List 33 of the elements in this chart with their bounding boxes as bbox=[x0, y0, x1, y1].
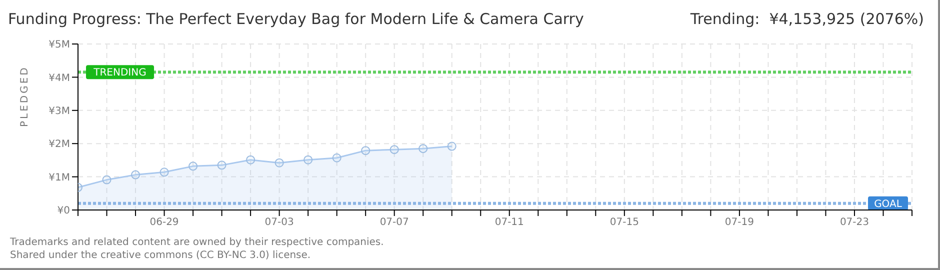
y-axis-title: PLEDGED bbox=[20, 66, 31, 127]
text: Shared under the creative commons (CC BY-NC 3.0) license. bbox=[10, 249, 312, 262]
y-tick-label: ¥1M bbox=[48, 172, 70, 184]
x-tick-label: 07-11 bbox=[494, 217, 524, 228]
x-tick-label: 07-07 bbox=[380, 217, 409, 228]
x-tick-label: 07-15 bbox=[610, 217, 639, 228]
y-tick-label: ¥2M bbox=[48, 139, 70, 150]
x-tick-label: 06-29 bbox=[150, 217, 179, 228]
point bbox=[418, 144, 428, 154]
point bbox=[217, 160, 226, 170]
ref-line-label: GOAL bbox=[874, 198, 902, 210]
chart-subtitle: Trending: ¥4,153,925 (2076%) bbox=[690, 10, 924, 28]
x-tick-label: 07-19 bbox=[724, 217, 754, 228]
y-tick-label: ¥4M bbox=[48, 72, 70, 84]
point bbox=[332, 153, 342, 162]
y-tick-label: ¥0 bbox=[57, 206, 70, 217]
text: Trademarks and related content are owned by their respective companies. bbox=[10, 236, 384, 249]
y-tick-label: ¥5M bbox=[48, 40, 70, 51]
point bbox=[274, 158, 284, 168]
ref-line-label: TRENDING bbox=[92, 68, 146, 79]
point bbox=[304, 155, 313, 164]
point bbox=[447, 142, 456, 151]
x-tick-label: 07-03 bbox=[264, 217, 294, 228]
point bbox=[102, 175, 112, 184]
point bbox=[131, 170, 140, 180]
point bbox=[188, 162, 198, 171]
chart-title: Funding Progress: The Perfect Everyday Bag for Modern Life & Camera Carry bbox=[8, 10, 584, 28]
point bbox=[361, 146, 370, 156]
y-tick-label: ¥3M bbox=[48, 106, 70, 117]
point bbox=[246, 155, 256, 164]
point bbox=[390, 145, 399, 154]
x-tick-label: 07-23 bbox=[840, 217, 870, 228]
point bbox=[160, 168, 169, 177]
